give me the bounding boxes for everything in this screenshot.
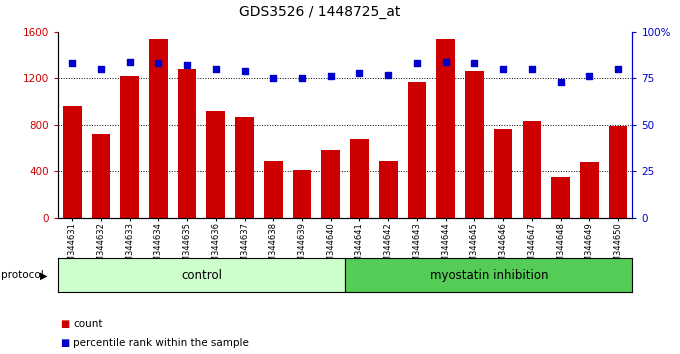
Point <box>153 61 164 66</box>
Point <box>325 74 336 79</box>
Bar <box>177 69 197 218</box>
Bar <box>379 161 398 218</box>
Point <box>239 68 250 74</box>
Point <box>182 62 192 68</box>
Point <box>124 59 135 64</box>
Bar <box>322 150 340 218</box>
Point <box>95 66 106 72</box>
Point <box>440 59 451 64</box>
Bar <box>235 117 254 218</box>
Bar <box>92 134 110 218</box>
Point <box>411 61 422 66</box>
Bar <box>350 139 369 218</box>
Bar <box>149 39 168 218</box>
Bar <box>522 121 541 218</box>
Bar <box>437 39 455 218</box>
Bar <box>207 111 225 218</box>
Bar <box>465 72 483 218</box>
Point <box>498 66 509 72</box>
Text: percentile rank within the sample: percentile rank within the sample <box>73 338 250 348</box>
Point <box>296 75 307 81</box>
Text: control: control <box>181 269 222 282</box>
Text: ■: ■ <box>60 338 69 348</box>
Point <box>67 61 78 66</box>
Bar <box>494 130 513 218</box>
Point <box>584 74 595 79</box>
Point <box>354 70 365 76</box>
Text: count: count <box>73 319 103 329</box>
Text: ■: ■ <box>60 319 69 329</box>
Bar <box>63 106 82 218</box>
Point <box>526 66 537 72</box>
Point <box>383 72 394 78</box>
Text: ▶: ▶ <box>40 270 48 280</box>
Point <box>268 75 279 81</box>
Bar <box>609 126 628 218</box>
Bar <box>580 162 598 218</box>
Point <box>555 79 566 85</box>
Bar <box>292 170 311 218</box>
Bar <box>120 76 139 218</box>
Bar <box>551 177 570 218</box>
Text: protocol: protocol <box>1 270 44 280</box>
Text: myostatin inhibition: myostatin inhibition <box>430 269 548 282</box>
Text: GDS3526 / 1448725_at: GDS3526 / 1448725_at <box>239 5 401 19</box>
Point <box>210 66 221 72</box>
Bar <box>264 161 283 218</box>
Point <box>613 66 624 72</box>
Point <box>469 61 480 66</box>
Bar <box>407 82 426 218</box>
